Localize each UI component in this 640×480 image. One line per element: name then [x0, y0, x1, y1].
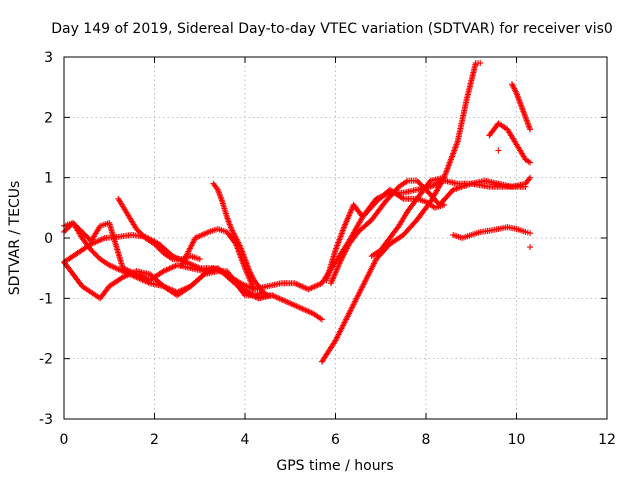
data-point: [221, 270, 228, 277]
data-point: [88, 247, 95, 254]
data-point: [219, 268, 226, 275]
x-tick-label: 6: [331, 432, 340, 448]
data-point: [154, 243, 161, 250]
x-axis-ticks: 0 2 4 6 8 10 12: [60, 57, 616, 448]
x-tick-label: 10: [508, 432, 526, 448]
x-tick-label: 8: [422, 432, 431, 448]
data-point: [441, 201, 448, 208]
x-tick-label: 12: [598, 432, 616, 448]
data-point: [133, 225, 140, 232]
data-point: [134, 227, 141, 234]
x-tick-label: 4: [241, 432, 250, 448]
data-point: [477, 60, 484, 67]
data-point: [419, 182, 426, 189]
data-point: [495, 147, 502, 154]
data-point: [92, 250, 99, 257]
data-point: [155, 244, 162, 251]
data-point: [420, 184, 427, 191]
data-point: [94, 253, 101, 260]
data-point: [220, 269, 227, 276]
data-point: [137, 229, 144, 236]
data-point: [527, 174, 534, 181]
gridlines: [64, 57, 607, 419]
data-point: [84, 234, 91, 241]
data-point: [63, 226, 70, 233]
data-point: [224, 273, 231, 280]
data-point: [135, 228, 142, 235]
data-point: [413, 177, 420, 184]
data-point: [318, 316, 325, 323]
data-point: [157, 247, 164, 254]
data-point: [269, 292, 276, 299]
data-point: [522, 183, 529, 190]
data-point: [527, 230, 534, 237]
y-axis-label: SDTVAR / TECUs: [7, 181, 23, 296]
data-point: [151, 241, 158, 248]
data-point: [527, 244, 534, 251]
x-tick-label: 2: [150, 432, 159, 448]
data-point: [196, 256, 203, 263]
y-tick-label: -1: [39, 291, 53, 307]
data-point: [223, 272, 230, 279]
y-tick-label: -3: [39, 412, 53, 428]
data-point: [240, 290, 247, 297]
data-point: [62, 227, 69, 234]
data-point: [89, 248, 96, 255]
y-tick-label: 1: [44, 171, 53, 187]
chart-title: Day 149 of 2019, Sidereal Day-to-day VTE…: [51, 21, 613, 37]
y-tick-label: -2: [39, 352, 53, 368]
data-points: [61, 60, 534, 365]
data-point: [416, 180, 423, 187]
data-point: [399, 194, 406, 201]
data-point: [90, 249, 97, 256]
data-point: [527, 126, 534, 133]
data-point: [156, 246, 163, 253]
data-point: [441, 174, 448, 181]
data-point: [417, 181, 424, 188]
data-point: [225, 274, 232, 281]
data-point: [152, 242, 159, 249]
y-tick-label: 0: [44, 231, 53, 247]
data-point: [415, 178, 422, 185]
data-point: [82, 232, 89, 239]
x-tick-label: 0: [60, 432, 69, 448]
data-point: [93, 252, 100, 259]
y-tick-label: 3: [44, 50, 53, 66]
data-point: [138, 231, 145, 238]
data-point: [66, 223, 73, 230]
x-axis-label: GPS time / hours: [276, 458, 393, 474]
data-point: [64, 225, 71, 232]
data-point: [139, 232, 146, 239]
y-tick-label: 2: [44, 110, 53, 126]
y-axis-ticks: -3 -2 -1 0 1 2 3: [39, 50, 607, 428]
data-point: [527, 159, 534, 166]
data-point: [251, 286, 258, 293]
